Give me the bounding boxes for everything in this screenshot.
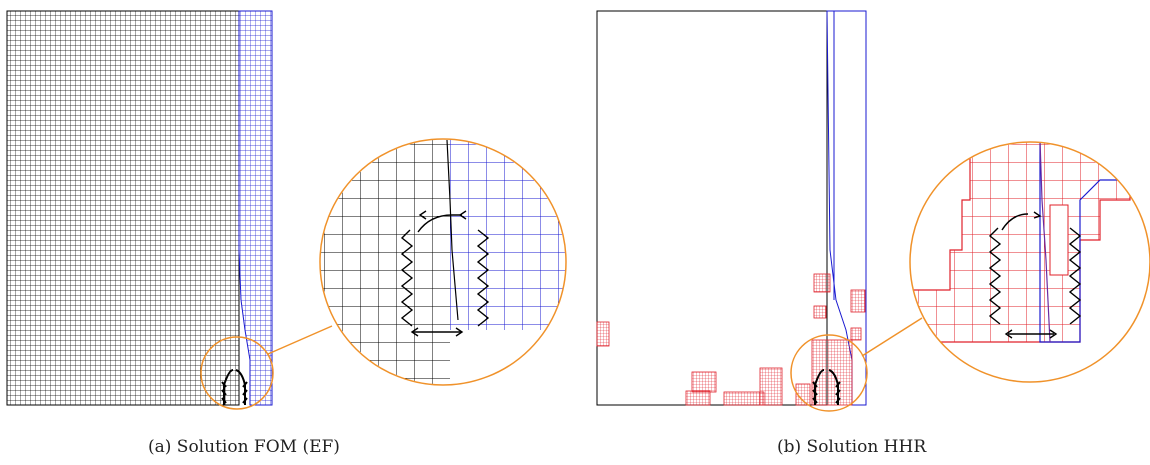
zoom-connector-a: [267, 325, 333, 355]
zoom-circle-b: [909, 141, 1150, 383]
caption-a: (a) Solution FOM (EF): [148, 437, 340, 457]
caption-b: (b) Solution HHR: [777, 437, 927, 457]
crack-markers-small: [221, 369, 248, 405]
panel-b: [596, 10, 1150, 412]
fom-mesh-blue: [238, 10, 273, 406]
crack-markers-small-b: [812, 369, 841, 405]
hhr-red-patches: [596, 273, 866, 406]
zoom-source-circle-a: [200, 336, 274, 410]
zoom-connector-b: [861, 317, 923, 357]
panel-a: [6, 10, 567, 410]
zoom-view-b: [910, 142, 1150, 343]
crack-markers-zoom-b: [988, 211, 1082, 339]
hhr-domain-black: [596, 10, 828, 406]
zoom-source-circle-b: [790, 334, 868, 412]
crack-markers-zoom-a: [400, 210, 490, 337]
zoom-circle-a: [319, 138, 567, 386]
fom-mesh-black: [6, 10, 240, 406]
